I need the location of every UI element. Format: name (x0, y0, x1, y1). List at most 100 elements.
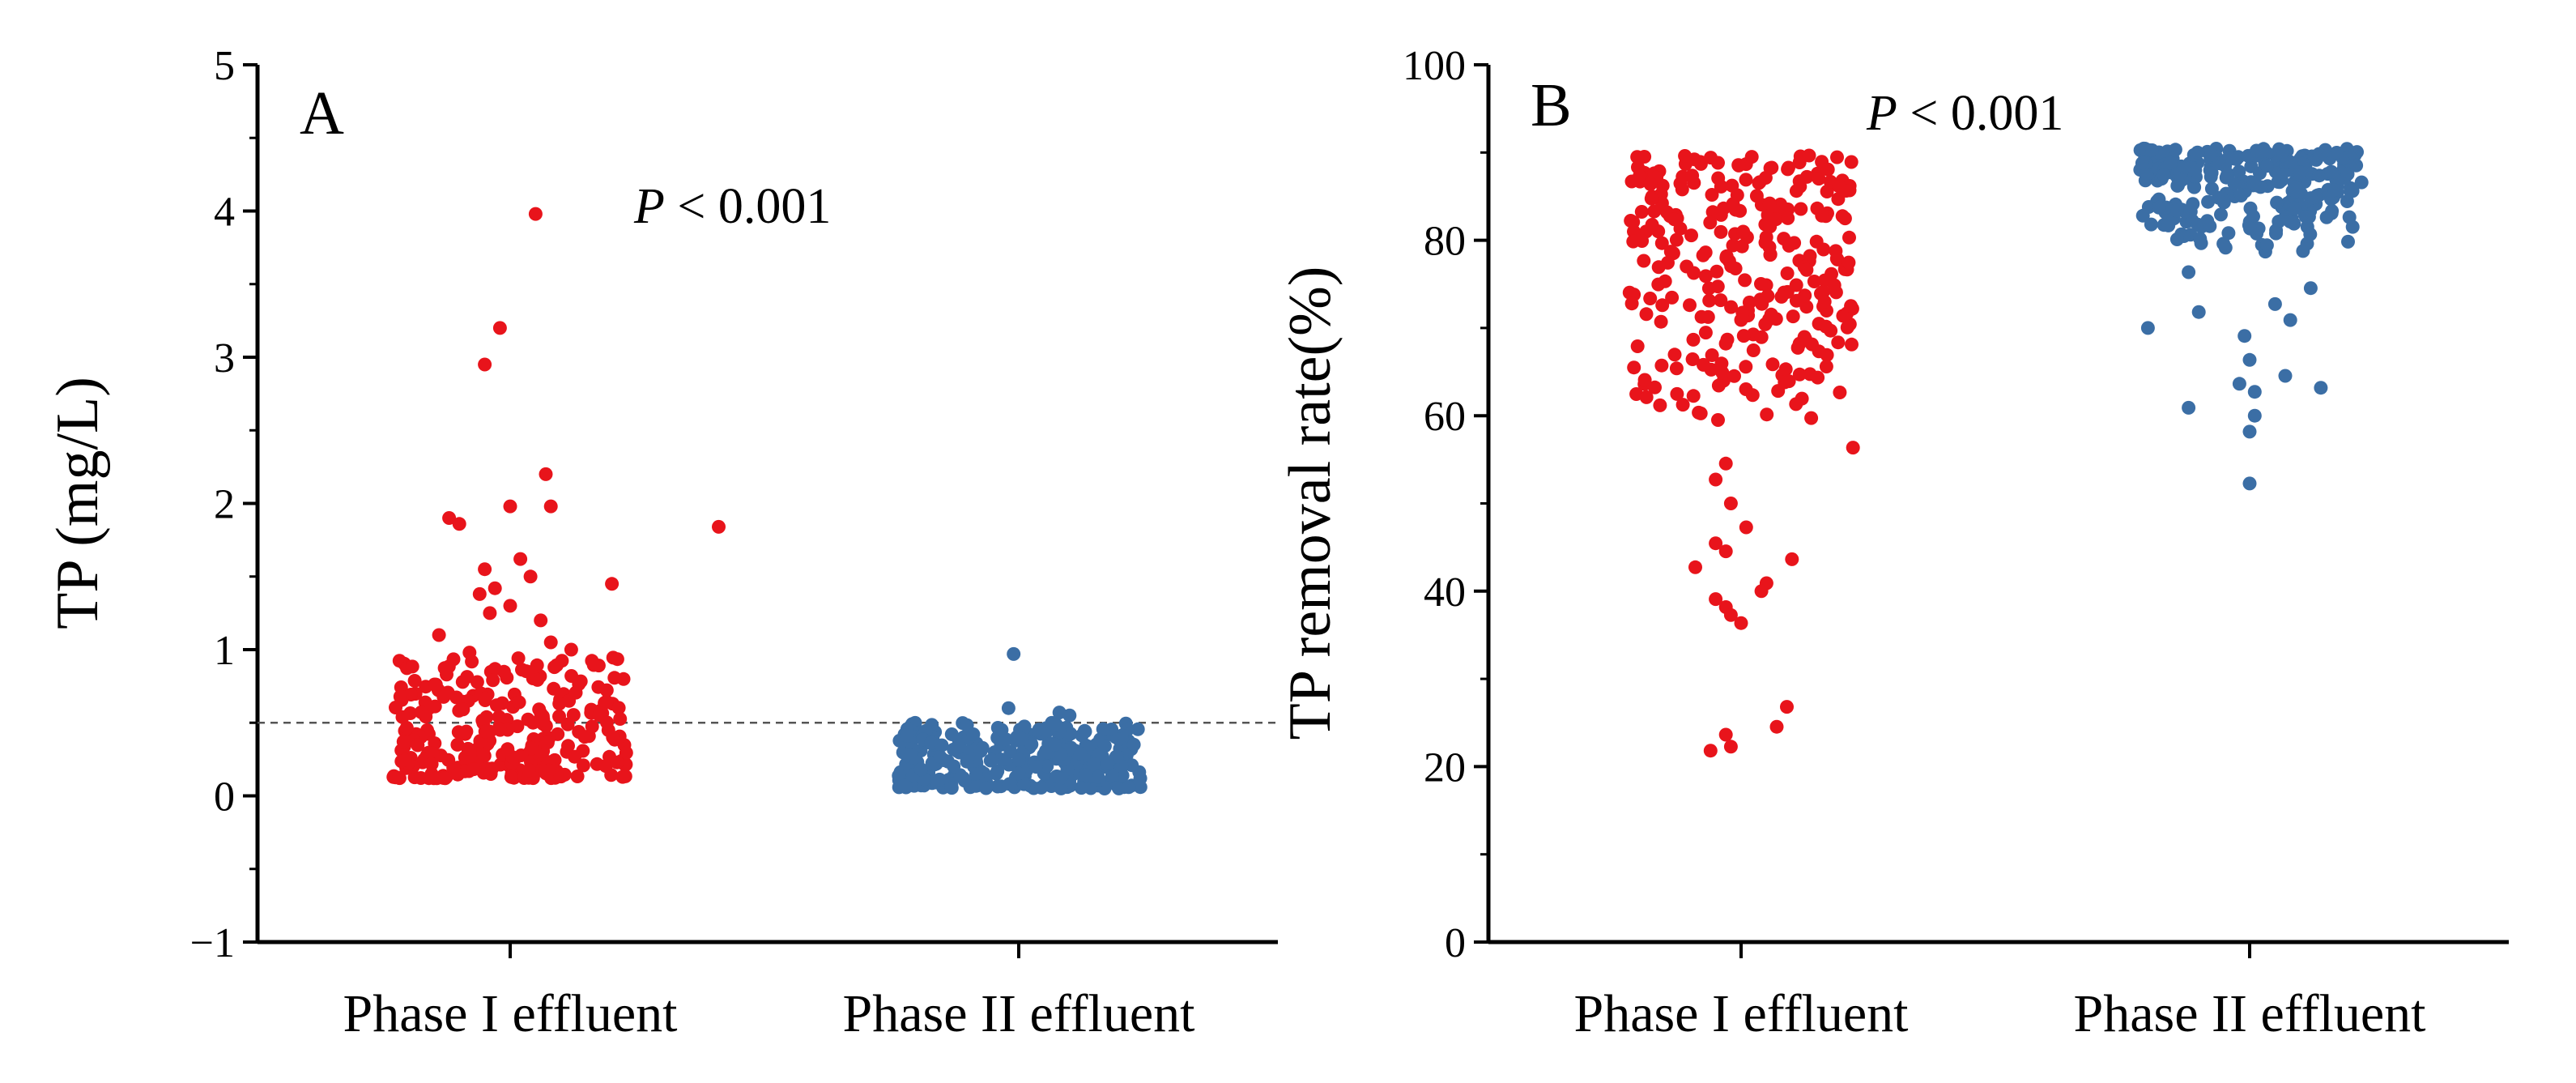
panel-b-point-phase-ii (2293, 165, 2307, 180)
panel-b-point-phase-i (1726, 197, 1740, 211)
panel-a-point-phase-i (437, 661, 452, 676)
panel-b-point-phase-i (1696, 248, 1710, 262)
panel-b-point-phase-ii (2289, 180, 2303, 194)
panel-a-point-phase-i (550, 658, 564, 672)
panel-b-point-phase-ii (2319, 210, 2334, 224)
panel-a-point-phase-i (525, 741, 539, 756)
panel-a-point-phase-ii (985, 753, 999, 767)
panel-b-point-phase-ii (2314, 381, 2328, 395)
panel-b-point-phase-i (1803, 367, 1817, 382)
panel-a-point-phase-i (470, 675, 484, 689)
panel-a-point-phase-ii (1054, 781, 1068, 795)
panel-a-point-phase-ii (1122, 780, 1136, 795)
panel-b-point-phase-i (1774, 289, 1789, 304)
panel-b-point-phase-i (1845, 337, 1859, 352)
panel-a-point-phase-i (459, 724, 474, 739)
panel-b-point-phase-ii (2232, 377, 2246, 391)
panel-a-point-phase-i (528, 207, 543, 221)
panel-b-point-phase-i (1739, 520, 1753, 535)
panel-a-point-phase-i (478, 691, 492, 706)
panel-b-point-phase-ii (2287, 201, 2301, 215)
panel-b-point-phase-ii (2354, 175, 2369, 190)
panel-a-point-phase-ii (1032, 723, 1046, 737)
panel-a-y-tick-label: −1 (190, 920, 235, 966)
panel-b-point-phase-ii (2341, 234, 2355, 249)
panel-b-point-phase-ii (2201, 194, 2216, 209)
panel-b-point-phase-ii (2330, 146, 2344, 160)
panel-a-point-phase-i (712, 519, 726, 534)
panel-a-point-phase-i (585, 719, 599, 734)
panel-b-point-phase-i (1754, 584, 1769, 599)
panel-b-point-phase-i (1687, 266, 1701, 280)
panel-b-point-phase-i (1714, 224, 1728, 239)
panel-b-point-phase-ii (2259, 238, 2274, 253)
panel-b-point-phase-i (1760, 407, 1774, 422)
panel-b-point-phase-i (1815, 208, 1829, 223)
panel-b-point-phase-i (1714, 179, 1728, 194)
panel-b-point-phase-i (1734, 616, 1748, 630)
panel-b-point-phase-i (1723, 497, 1738, 510)
panel-a-point-phase-i (462, 646, 477, 660)
panel-b-p-symbol: P (1866, 86, 1897, 141)
panel-b-point-phase-i (1709, 536, 1723, 551)
panel-b-point-phase-i (1832, 179, 1846, 194)
panel-b-point-phase-i (1719, 249, 1734, 263)
panel-a: −1 0 1 2 3 4 5 Phase I effluent Phase II efflue… (45, 43, 1278, 1043)
panel-a-point-phase-ii (944, 727, 959, 741)
panel-b-point-phase-ii (2246, 209, 2260, 224)
panel-b-point-phase-i (1684, 228, 1698, 243)
panel-a-point-phase-i (560, 744, 574, 759)
panel-b-point-phase-ii (2157, 168, 2171, 182)
panel-b-point-phase-i (1718, 336, 1733, 351)
panel-a-point-phase-i (485, 761, 500, 776)
panel-a-point-phase-i (389, 701, 402, 714)
panel-b-point-phase-i (1688, 560, 1702, 574)
panel-b-y-tick-label: 100 (1403, 43, 1466, 89)
panel-a-point-phase-ii (966, 727, 981, 741)
panel-a-point-phase-i (436, 689, 451, 704)
panel-b-x-tick-label: Phase I effluent (1574, 984, 1909, 1043)
panel-b-point-phase-i (1711, 378, 1726, 393)
panel-b-point-phase-i (1799, 300, 1814, 314)
panel-b-point-phase-i (1735, 239, 1749, 254)
panel-b-point-phase-i (1718, 456, 1733, 471)
panel-a-point-phase-i (530, 672, 545, 687)
panel-a-point-phase-i (493, 723, 508, 737)
panel-a-point-phase-ii (924, 736, 939, 750)
panel-a-point-phase-i (503, 599, 517, 613)
panel-a-point-phase-ii (994, 723, 1009, 737)
panel-a-point-phase-ii (1097, 739, 1112, 753)
panel-a-point-phase-ii (973, 744, 988, 758)
panel-b-point-phase-i (1844, 155, 1859, 169)
panel-b-point-phase-ii (2193, 232, 2208, 246)
panel-b-points (1622, 141, 2369, 758)
panel-a-y-tick-label: 5 (214, 43, 235, 89)
panel-a-point-phase-i (522, 763, 536, 778)
panel-b-point-phase-i (1639, 390, 1654, 404)
panel-b-point-phase-ii (2141, 200, 2156, 214)
panel-b-point-phase-i (1734, 313, 1748, 327)
panel-a-point-phase-ii (932, 772, 947, 787)
panel-b-point-phase-ii (2152, 200, 2166, 215)
panel-b-point-phase-ii (2283, 313, 2297, 327)
panel-a-point-phase-i (438, 771, 453, 786)
panel-a-point-phase-ii (1011, 766, 1026, 781)
panel-a-point-phase-i (523, 569, 538, 584)
panel-b-point-phase-ii (2340, 167, 2355, 181)
panel-b-point-phase-ii (2214, 207, 2228, 222)
panel-a-point-phase-i (500, 742, 515, 757)
panel-a-point-phase-i (543, 635, 558, 650)
panel-b-point-phase-ii (2324, 164, 2339, 179)
panel-b-point-phase-ii (2278, 369, 2293, 383)
panel-b-point-phase-i (1765, 357, 1780, 372)
panel-b-p-text: < 0.001 (1897, 86, 2063, 141)
panel-a-p-text: < 0.001 (665, 179, 831, 234)
panel-a-point-phase-ii (1126, 737, 1141, 752)
panel-b-point-phase-i (1790, 340, 1805, 355)
panel-b-point-phase-i (1714, 293, 1728, 308)
panel-b-point-phase-i (1782, 374, 1796, 389)
panel-a-point-phase-ii (1049, 718, 1063, 732)
panel-b-point-phase-ii (2212, 156, 2227, 171)
panel-a-point-phase-i (539, 467, 553, 481)
panel-a-y-tick-label: 0 (214, 774, 235, 821)
